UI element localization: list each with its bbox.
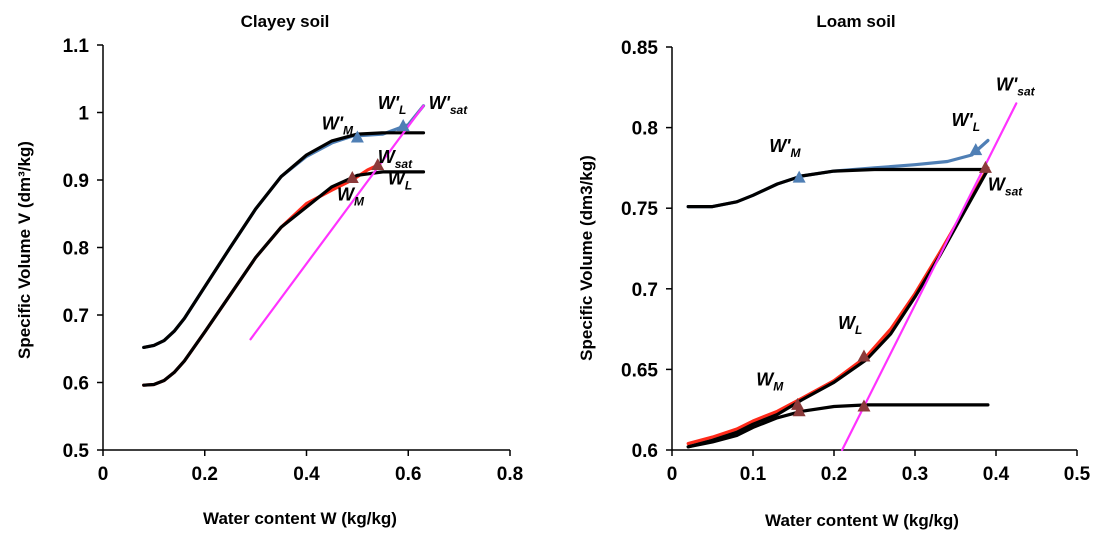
annotation-base: W (337, 184, 356, 204)
y-tick-label-loam: 0.75 (621, 199, 658, 220)
annotation-clayey-2: W'sat (429, 93, 469, 117)
triangle-marker-clayey-1 (396, 119, 410, 131)
annotation-sub: M (773, 380, 784, 394)
annotation-sub: L (405, 179, 412, 193)
x-tick-label-loam: 0.2 (821, 464, 847, 485)
series-line-loam-1 (686, 167, 990, 209)
series-line-loam-5 (841, 102, 1018, 452)
series-line-loam-2 (686, 166, 990, 446)
annotation-sub: M (343, 123, 354, 137)
x-tick-label-loam: 0.5 (1064, 464, 1091, 485)
annotation-sub: M (354, 194, 365, 208)
annotation-base: W' (769, 136, 791, 156)
annotation-base: W (756, 370, 775, 390)
y-tick-label-clayey: 1 (78, 104, 89, 125)
triangle-marker-clayey-3 (371, 158, 385, 171)
x-tick-label-loam: 0.4 (983, 464, 1010, 485)
chart-loam-soil: Loam soil 0 0.1 0.2 0.3 0.4 0.5 0.6 0.65 0.7 0.75… (577, 12, 1091, 530)
annotation-sub: M (790, 146, 801, 160)
y-tick-label-clayey: 0.9 (63, 171, 89, 192)
x-axis-title-clayey: Water content W (kg/kg) (203, 509, 397, 528)
annotation-base: W' (378, 93, 400, 113)
annotation-clayey-1: W'L (378, 93, 407, 117)
annotation-base: W' (322, 113, 344, 133)
annotation-base: W (388, 169, 407, 189)
annotation-loam-3: Wsat (988, 174, 1023, 198)
triangle-marker-loam-1 (969, 143, 983, 156)
triangle-marker-loam-5 (792, 404, 806, 417)
series-line-clayey-1 (142, 131, 426, 349)
y-tick-label-loam: 0.65 (621, 360, 658, 381)
x-axis-title-loam: Water content W (kg/kg) (765, 511, 959, 530)
annotation-sub: L (399, 103, 406, 117)
triangle-marker-clayey-0 (350, 130, 364, 143)
annotation-base: W' (429, 93, 451, 113)
annotation-sub: sat (1005, 184, 1023, 198)
series-line-clayey-3 (142, 170, 426, 387)
triangle-marker-clayey-2 (345, 170, 359, 183)
triangle-marker-loam-0 (792, 170, 806, 183)
annotation-clayey-5: WM (337, 184, 365, 208)
y-tick-label-loam: 0.8 (632, 119, 658, 140)
y-axis-title-loam: Specific Volume (dm3/kg) (577, 155, 596, 361)
annotation-loam-0: W'M (769, 136, 801, 160)
annotation-sub: sat (1017, 85, 1035, 99)
annotation-base: W' (996, 75, 1018, 95)
triangle-marker-loam-4 (791, 397, 805, 410)
plot-area-clayey: 0 0.2 0.4 0.6 0.80.50.60.70.80.911.1W'MW'L W'… (63, 36, 524, 485)
triangle-marker-loam-6 (857, 399, 871, 412)
y-tick-label-clayey: 0.5 (63, 441, 90, 462)
y-tick-label-loam: 0.6 (632, 441, 658, 462)
y-tick-label-loam: 0.7 (632, 280, 658, 301)
chart-title-loam: Loam soil (816, 12, 895, 31)
annotation-loam-1: W'L (951, 110, 980, 134)
y-tick-label-clayey: 1.1 (63, 36, 90, 57)
x-tick-label-loam: 0.1 (740, 464, 767, 485)
x-tick-label-clayey: 0.8 (497, 464, 523, 485)
annotation-clayey-0: W'M (322, 113, 354, 137)
annotation-loam-5: WM (756, 370, 784, 394)
x-tick-label-clayey: 0.6 (395, 464, 421, 485)
annotation-base: W (378, 147, 397, 167)
y-tick-label-clayey: 0.6 (63, 374, 89, 395)
annotation-loam-4: WL (838, 313, 862, 337)
series-line-loam-0 (686, 138, 990, 209)
plot-area-loam: 0 0.1 0.2 0.3 0.4 0.50.60.650.70.750.80.85W'M… (621, 38, 1091, 485)
y-axis-title-clayey: Specific Volume V (dm³/kg) (15, 141, 34, 359)
chart-title-clayey: Clayey soil (241, 12, 330, 31)
annotation-sub: sat (395, 157, 413, 171)
annotation-base: W' (951, 110, 973, 130)
annotation-clayey-4: WL (388, 169, 412, 193)
y-tick-label-clayey: 0.8 (63, 239, 89, 260)
annotation-base: W (838, 313, 857, 333)
annotation-loam-2: W'sat (996, 75, 1036, 99)
x-tick-label-clayey: 0.2 (192, 464, 218, 485)
triangle-marker-loam-2 (978, 160, 992, 173)
annotation-sub: L (855, 323, 862, 337)
annotation-clayey-3: Wsat (378, 147, 413, 171)
series-line-loam-4 (686, 403, 990, 449)
x-tick-label-loam: 0 (667, 464, 678, 485)
x-tick-label-clayey: 0.4 (293, 464, 320, 485)
chart-clayey-soil: Clayey soil 0 0.2 0.4 0.6 0.8 0.5 0.6 0.7 0.8 0.9… (15, 12, 523, 528)
triangle-marker-loam-3 (857, 349, 871, 362)
annotation-base: W (988, 174, 1007, 194)
y-tick-label-loam: 0.85 (621, 38, 658, 59)
x-tick-label-clayey: 0 (98, 464, 109, 485)
x-tick-label-loam: 0.3 (902, 464, 928, 485)
annotation-sub: sat (450, 103, 468, 117)
series-line-clayey-4 (249, 104, 425, 341)
annotation-sub: L (973, 120, 980, 134)
y-tick-label-clayey: 0.7 (63, 306, 89, 327)
